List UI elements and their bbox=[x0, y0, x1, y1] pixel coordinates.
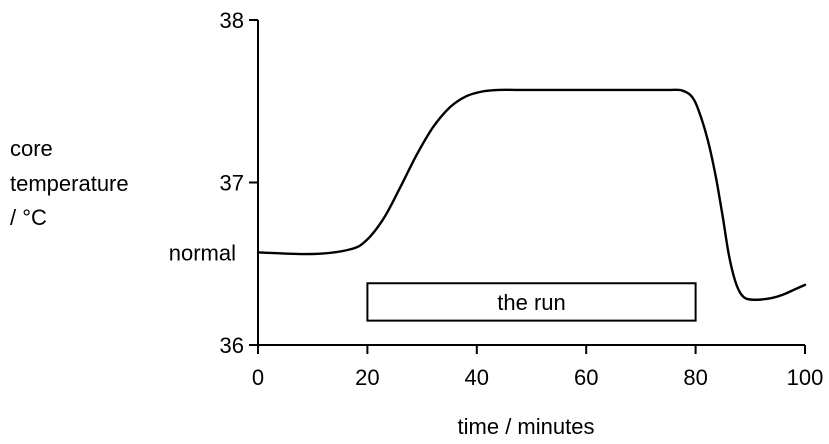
run-label: the run bbox=[497, 290, 566, 315]
x-axis-label: time / minutes bbox=[458, 414, 595, 439]
y-axis-label-line-1: core bbox=[10, 136, 53, 161]
run-annotation: the run bbox=[366, 282, 697, 322]
x-tick-label-100: 100 bbox=[787, 365, 824, 390]
x-tick-label-20: 20 bbox=[355, 365, 379, 390]
normal-label: normal bbox=[169, 240, 236, 265]
x-tick-label-0: 0 bbox=[252, 365, 264, 390]
run-box bbox=[366, 282, 697, 322]
x-tick-label-40: 40 bbox=[465, 365, 489, 390]
series-line bbox=[256, 88, 807, 301]
x-tick-label-80: 80 bbox=[683, 365, 707, 390]
y-axis-label-line-2: temperature bbox=[10, 171, 129, 196]
y-tick-label-37: 37 bbox=[220, 171, 244, 196]
x-tick-label-60: 60 bbox=[574, 365, 598, 390]
y-tick-label-38: 38 bbox=[220, 8, 244, 33]
y-axis-label-line-3: / °C bbox=[10, 205, 47, 230]
axis-ticks: 0 20 40 60 80 100 36 37 38 bbox=[220, 8, 824, 390]
y-tick-label-36: 36 bbox=[220, 333, 244, 358]
